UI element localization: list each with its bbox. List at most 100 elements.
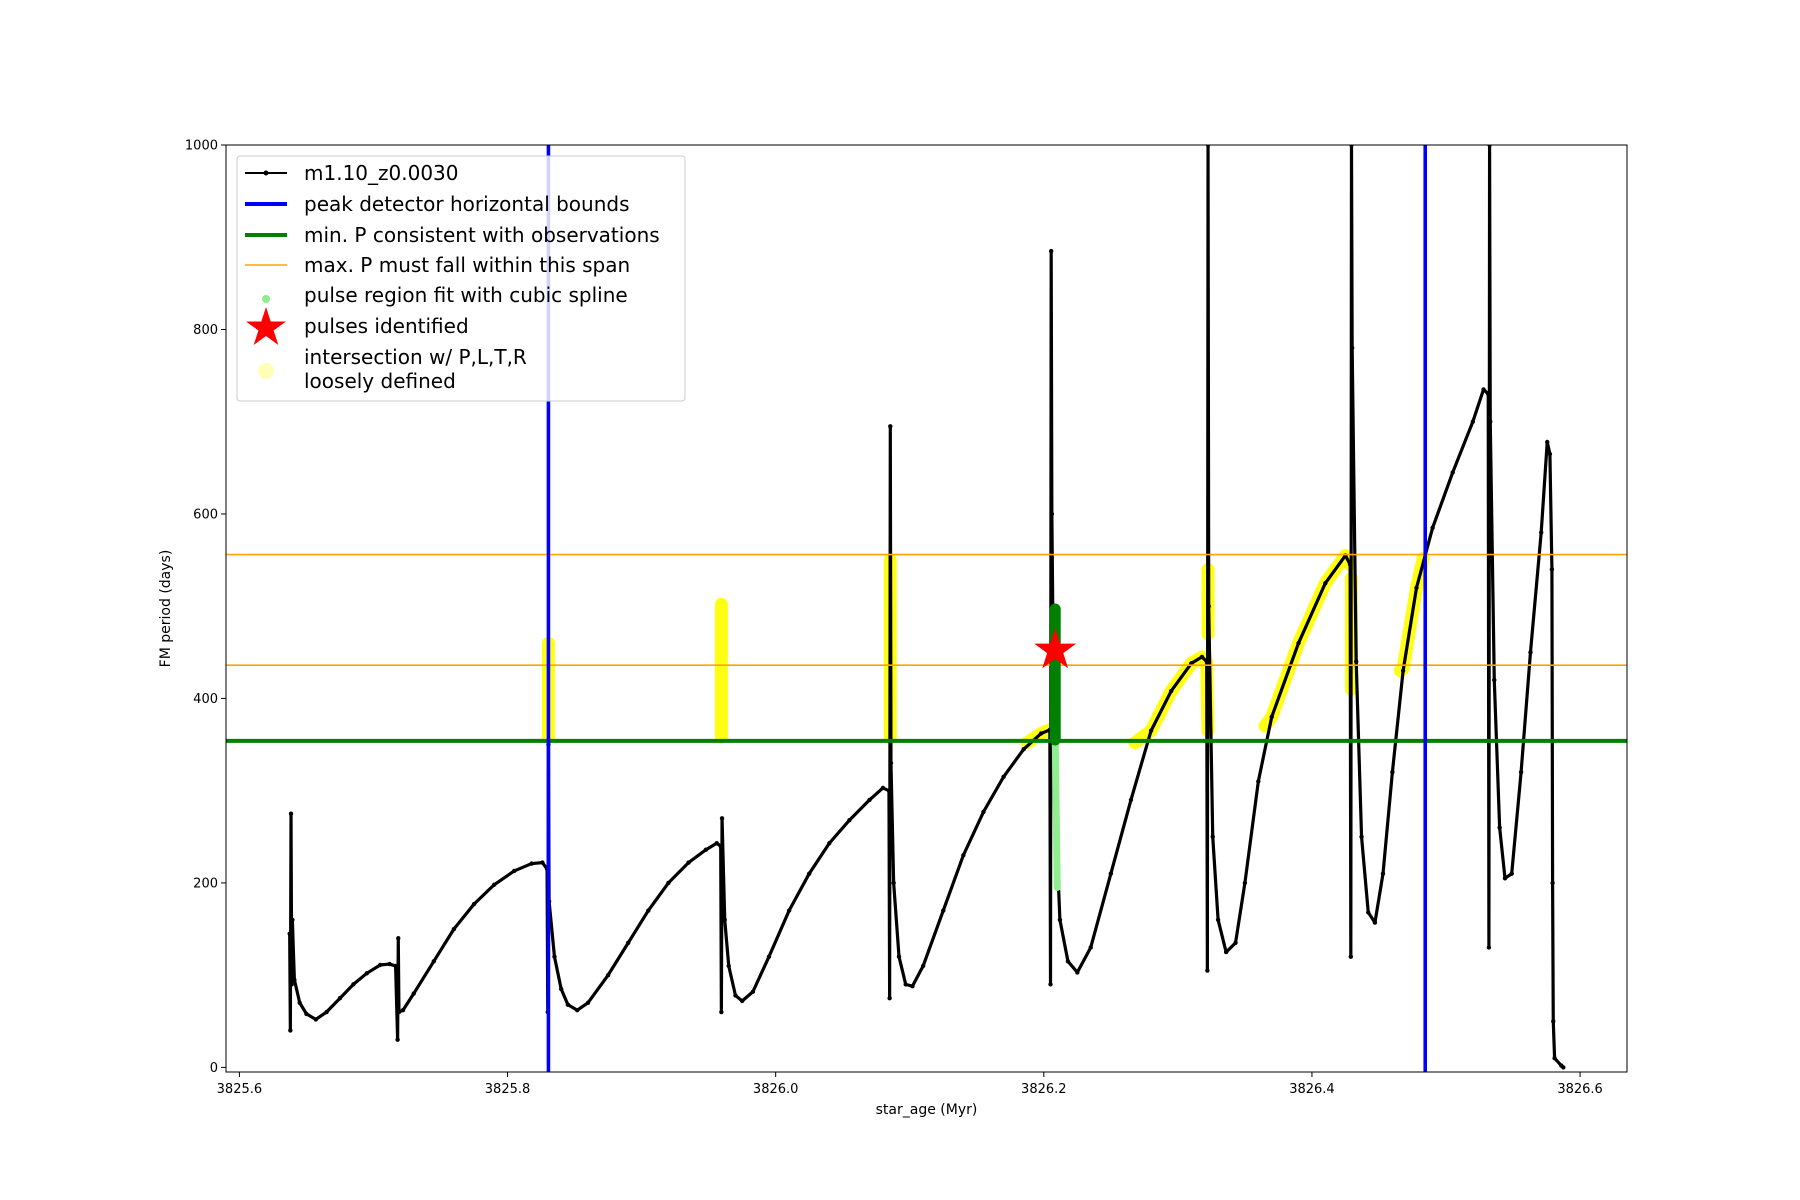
series-point-53 (786, 908, 792, 913)
series-point-6 (297, 1000, 302, 1006)
y-tick-label-5: 1000 (185, 139, 218, 154)
series-point-72 (1021, 746, 1026, 752)
series-point-108 (1359, 834, 1364, 839)
series-point-12 (364, 971, 369, 976)
y-tick-label-4: 800 (193, 323, 218, 338)
series-point-79 (1057, 917, 1063, 923)
series-point-100 (1296, 640, 1301, 646)
series-point-38 (626, 940, 631, 946)
series-point-123 (1492, 677, 1497, 683)
x-tick-label-4: 3826.4 (1289, 1082, 1335, 1097)
series-point-8 (313, 1017, 319, 1022)
legend-label-5: pulses identified (304, 314, 469, 338)
series-point-60 (887, 996, 892, 1001)
series-point-24 (491, 882, 497, 887)
series-point-3 (289, 982, 294, 987)
series-point-126 (1509, 871, 1514, 876)
series-point-70 (981, 809, 986, 815)
legend-label-1: peak detector horizontal bounds (304, 192, 630, 216)
legend-label-6: intersection w/ P,L,T,R (304, 345, 527, 369)
series-point-44 (718, 843, 723, 849)
series-point-133 (1550, 880, 1555, 886)
series-point-9 (324, 1009, 329, 1015)
series-point-18 (396, 1009, 402, 1015)
series-point-14 (387, 961, 392, 967)
series-point-115 (1430, 525, 1435, 530)
series-point-76 (1048, 248, 1054, 254)
series-point-132 (1549, 567, 1555, 572)
series-point-58 (880, 785, 886, 791)
y-tick-label-2: 400 (193, 692, 218, 707)
series-point-13 (377, 962, 383, 968)
x-tick-label-1: 3825.8 (485, 1082, 531, 1097)
y-tick-label-3: 600 (193, 507, 218, 522)
series-point-66 (910, 984, 915, 989)
series-point-119 (1486, 391, 1491, 397)
series-point-96 (1233, 940, 1238, 946)
series-point-21 (431, 959, 437, 964)
legend-label-4: pulse region fit with cubic spline (304, 283, 628, 307)
legend-handle-black-line-dot-marker (263, 170, 269, 176)
series-point-7 (304, 1011, 309, 1017)
series-point-73 (1038, 731, 1044, 736)
series-point-124 (1497, 825, 1502, 830)
y-tick-label-0: 0 (210, 1061, 218, 1076)
series-point-111 (1380, 871, 1386, 876)
series-point-65 (903, 982, 908, 987)
series-point-83 (1108, 871, 1114, 876)
series-point-75 (1048, 982, 1053, 987)
series-point-95 (1223, 949, 1229, 955)
series-point-69 (961, 853, 966, 858)
series-point-137 (1561, 1065, 1566, 1070)
series-point-50 (739, 998, 745, 1004)
series-point-54 (806, 871, 812, 876)
series-point-55 (827, 841, 832, 846)
series-point-110 (1372, 920, 1378, 925)
series-point-128 (1528, 650, 1533, 655)
series-point-82 (1088, 945, 1093, 950)
axes: 3825.6 3825.8 3826.0 3826.2 3826.4 3826.6 0 200… (185, 139, 1603, 1098)
series-point-62 (888, 760, 894, 766)
series-point-25 (512, 868, 517, 874)
series-point-90 (1205, 968, 1210, 973)
series-line-m1.10_z0.0030 (288, 145, 1565, 1069)
pulse-spline-region (1051, 731, 1061, 892)
series-point-103 (1347, 562, 1353, 567)
series-point-49 (733, 993, 738, 998)
series-point-52 (766, 954, 772, 959)
series-point-33 (558, 986, 564, 992)
series-point-0 (287, 931, 292, 936)
series-point-97 (1242, 880, 1248, 886)
y-tick-label-1: 200 (193, 876, 218, 891)
series-point-120 (1486, 945, 1492, 950)
series-point-117 (1470, 419, 1476, 424)
legend-handle-yellow-dot (258, 363, 274, 379)
series-point-112 (1390, 770, 1395, 775)
series-point-127 (1518, 770, 1524, 775)
x-tick-label-0: 3825.6 (217, 1082, 263, 1097)
series-point-109 (1366, 910, 1371, 915)
series-point-1 (288, 1028, 293, 1033)
series-point-122 (1488, 419, 1493, 424)
series-point-57 (867, 797, 872, 803)
y-axis-label: FM period (days) (158, 550, 174, 668)
series-point-32 (552, 954, 557, 959)
series-point-22 (451, 926, 457, 932)
series-point-37 (605, 972, 611, 978)
series-point-113 (1400, 668, 1406, 673)
series-point-36 (585, 1000, 591, 1006)
series-point-20 (411, 991, 416, 996)
series-point-43 (714, 841, 719, 846)
series-point-16 (395, 1037, 400, 1042)
series-point-68 (941, 908, 946, 913)
legend-handle-lightgreen-dot (262, 295, 270, 303)
pulse-identified-star (1034, 628, 1077, 669)
series-point-67 (920, 963, 926, 969)
plot-frame (225, 144, 1628, 1073)
series-point-47 (722, 917, 727, 923)
series-point-121 (1487, 145, 1492, 148)
series-point-80 (1065, 959, 1071, 964)
series-point-63 (891, 880, 896, 886)
series-point-46 (719, 816, 725, 821)
